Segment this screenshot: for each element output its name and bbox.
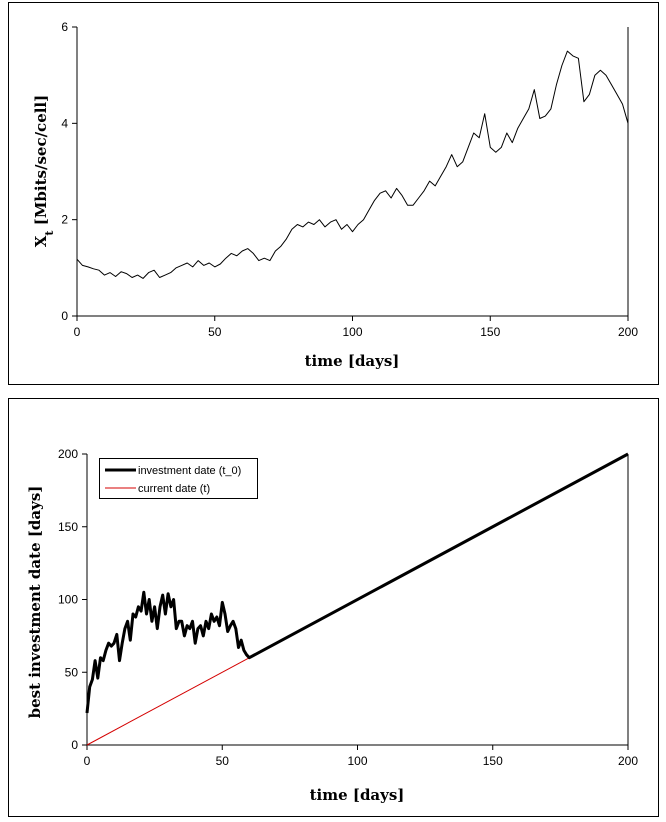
x-tick-label: 50	[208, 325, 222, 339]
series-line-1	[85, 452, 629, 714]
x-tick-label: 200	[618, 325, 638, 339]
y-tick-label: 4	[61, 116, 68, 130]
x-axis-label: time [days]	[310, 786, 405, 804]
state-process-chart: 0 50 100 150 200 0 2 4 6 time [days] Xt [Mbits/s…	[8, 2, 659, 385]
y-tick-label: 0	[71, 738, 78, 752]
legend: investment date (t_0) current date (t)	[99, 458, 258, 499]
y-tick-label: 200	[58, 447, 78, 461]
investment-date-chart: 0 50 100 150 200 0 50 100 150 200 time [days] bes…	[8, 398, 659, 817]
y-tick-label: 150	[58, 520, 78, 534]
x-tick-label: 0	[84, 754, 91, 768]
x-tick-label: 100	[347, 754, 367, 768]
y-tick-label: 50	[65, 665, 79, 679]
plot-area: 0 50 100 150 200 0 2 4 6	[61, 20, 638, 339]
y-tick-label: 2	[61, 213, 68, 227]
x-tick-label: 200	[618, 754, 638, 768]
y-tick-label: 0	[61, 309, 68, 323]
x-tick-label: 50	[216, 754, 230, 768]
legend-box	[99, 458, 258, 499]
top-chart-panel: 0 50 100 150 200 0 2 4 6 time [days] Xt [Mbits/s…	[0, 0, 666, 388]
x-tick-label: 150	[480, 325, 500, 339]
bottom-chart-panel: 0 50 100 150 200 0 50 100 150 200 time [days] bes…	[0, 396, 666, 820]
y-tick-label: 6	[61, 20, 68, 34]
y-tick-label: 100	[58, 593, 78, 607]
legend-label-current-date: current date (t)	[138, 483, 210, 495]
x-tick-label: 100	[342, 325, 362, 339]
legend-label-investment-date: investment date (t_0)	[138, 465, 241, 477]
plot-area: 0 50 100 150 200 0 50 100 150 200	[58, 447, 638, 768]
x-tick-label: 150	[483, 754, 503, 768]
y-axis-label: best investment date [days]	[26, 486, 44, 719]
series-line-0	[76, 50, 629, 279]
x-tick-label: 0	[74, 325, 81, 339]
chart-frame	[8, 2, 659, 385]
x-axis-label: time [days]	[305, 352, 400, 370]
y-axis-label: Xt [Mbits/sec/cell]	[32, 95, 56, 247]
